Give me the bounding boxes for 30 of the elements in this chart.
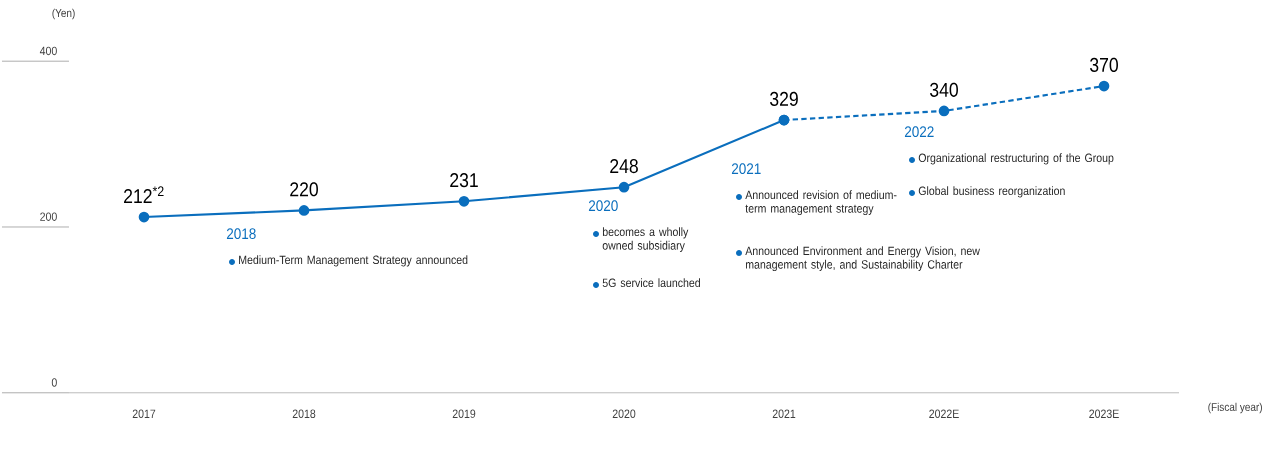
y-tick-label: 200: [40, 212, 57, 222]
annotation: 2022: [904, 126, 934, 138]
x-tick-label: 2020: [612, 409, 636, 419]
data-label: 212$^{*2}$: [124, 186, 164, 204]
annotation: 5G service launched: [602, 278, 700, 288]
annotation: Announced Environment and Energy Vision, new management style, and Sustainability Charter: [745, 246, 980, 272]
annotation: 2020: [588, 200, 618, 212]
annotation: Medium-Term Management Strategy announced: [239, 255, 468, 267]
x-axis-title: (Fiscal year): [1208, 402, 1262, 414]
x-tick-label: 2023E: [1089, 409, 1119, 419]
y-axis-title: (Yen): [52, 8, 75, 20]
annotation: 2018: [226, 228, 256, 240]
data-label: 370: [1089, 57, 1118, 73]
data-label: 248: [610, 159, 638, 174]
annotation: 2021: [731, 163, 761, 175]
x-tick-label: 2021: [772, 409, 796, 419]
y-tick-label: 0: [51, 378, 57, 387]
y-tick-label: 400: [39, 46, 57, 56]
annotation: Organizational restructuring of the Group: [918, 153, 1114, 165]
annotation: Announced revision of medium-term management strategy: [745, 190, 897, 216]
x-tick-label: 2022E: [929, 409, 959, 419]
x-tick-label: 2018: [292, 409, 316, 419]
data-label: 220: [290, 182, 318, 197]
annotation: Global business reorganization: [918, 186, 1065, 198]
data-label: 340: [929, 82, 958, 97]
x-tick-label: 2017: [132, 409, 156, 419]
data-label: 329: [769, 91, 798, 107]
annotation: becomes a wholly owned subsidiary: [602, 227, 689, 253]
x-tick-label: 2019: [452, 409, 476, 419]
data-label: 231: [450, 173, 478, 188]
